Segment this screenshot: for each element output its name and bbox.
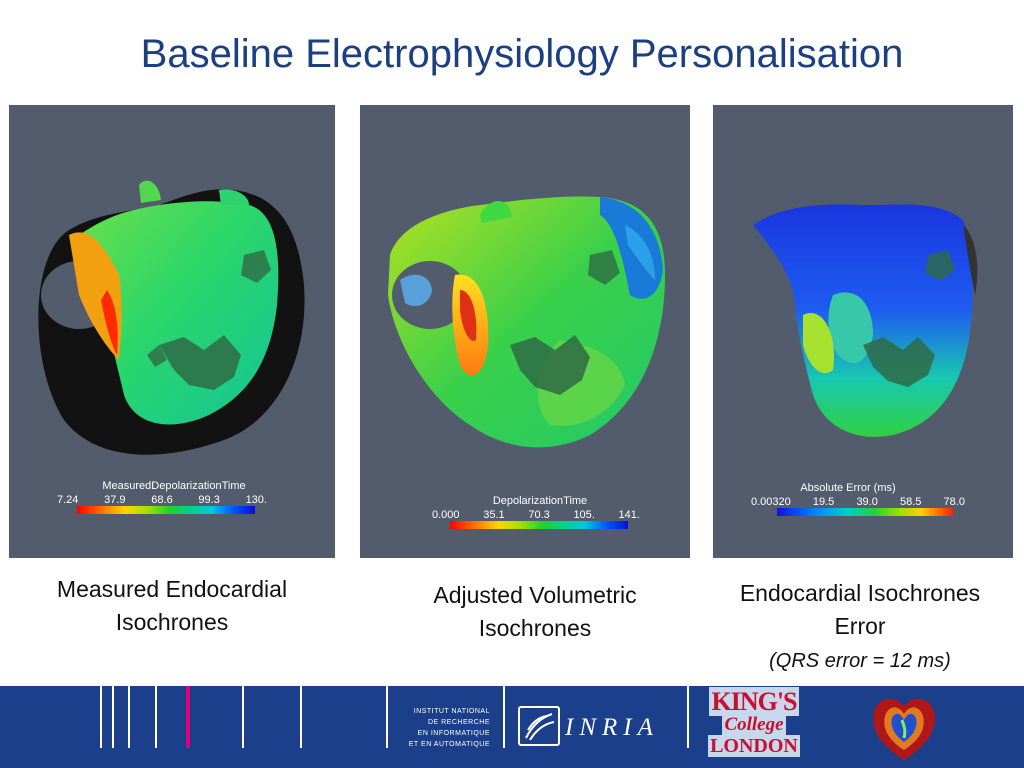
measured-heart-render [38, 180, 305, 455]
adjusted-heart-render [388, 196, 665, 448]
colorbar-tick: 130. [245, 494, 267, 506]
colorbar-tick: 19.5 [812, 496, 835, 508]
measured-isochrones-panel: MeasuredDepolarizationTime 7.24 37.9 68.… [9, 105, 335, 558]
footer-bar: INSTITUT NATIONAL DE RECHERCHE EN INFORM… [0, 686, 1024, 768]
colorbar-tick: 37.9 [104, 494, 126, 506]
institute-line: ET EN AUTOMATIQUE [408, 741, 490, 748]
institute-line: INSTITUT NATIONAL [413, 708, 490, 715]
colorbar-tick: 0.00320 [751, 496, 791, 508]
colorbar-tick: 58.5 [899, 496, 922, 508]
inria-institute-text: INSTITUT NATIONAL DE RECHERCHE EN INFORM… [398, 706, 490, 750]
caption-line: Error [834, 613, 886, 639]
decor-line [128, 686, 130, 748]
error-colorbar-title: Absolute Error (ms) [800, 482, 896, 494]
decor-line [112, 686, 114, 748]
decor-line [386, 686, 388, 748]
institute-line: DE RECHERCHE [427, 719, 490, 726]
caption-adjusted: Adjusted Volumetric Isochrones [375, 579, 695, 645]
colorbar-tick: 39.0 [856, 496, 878, 508]
error-colorbar-ticks: 0.00320 19.5 39.0 58.5 78.0 [751, 496, 965, 508]
caption-line: Endocardial Isochrones [739, 580, 981, 606]
caption-error-note: (QRS error = 12 ms) [769, 650, 951, 672]
kings-college-london-logo: KING'S College LONDON [703, 687, 805, 761]
colorbar-tick: 68.6 [151, 494, 173, 506]
inria-logo-icon [518, 706, 560, 746]
decor-line-accent [186, 686, 190, 748]
error-heart-render [753, 204, 978, 437]
colorbar-tick: 7.24 [57, 494, 79, 506]
decor-line [300, 686, 302, 748]
institute-line: EN INFORMATIQUE [417, 730, 490, 737]
caption-error: Endocardial Isochrones Error [700, 577, 1020, 643]
adjusted-colorbar [450, 521, 628, 529]
error-colorbar [777, 508, 953, 516]
decor-line [503, 686, 505, 748]
colorbar-tick: 105. [573, 509, 595, 521]
colorbar-tick: 35.1 [483, 509, 505, 521]
colorbar-tick: 141. [618, 509, 640, 521]
measured-colorbar-title: MeasuredDepolarizationTime [102, 480, 246, 492]
heart-logo-icon [873, 698, 935, 760]
kcl-line: College [722, 714, 786, 735]
adjusted-colorbar-title: DepolarizationTime [492, 495, 588, 507]
kcl-line: KING'S [709, 687, 799, 716]
caption-line: Adjusted Volumetric [433, 582, 637, 608]
inria-logo-text: INRIA [565, 714, 659, 741]
adjusted-colorbar-ticks: 0.000 35.1 70.3 105. 141. [432, 509, 640, 521]
error-isochrones-panel: Absolute Error (ms) 0.00320 19.5 39.0 58… [713, 105, 1013, 558]
adjusted-isochrones-panel: DepolarizationTime 0.000 35.1 70.3 105. … [360, 105, 690, 558]
slide-title: Baseline Electrophysiology Personalisati… [140, 32, 904, 76]
colorbar-tick: 0.000 [432, 509, 460, 521]
caption-line: Isochrones [115, 609, 229, 635]
decor-line [242, 686, 244, 748]
colorbar-tick: 78.0 [943, 496, 965, 508]
colorbar-tick: 70.3 [528, 509, 550, 521]
kcl-line: LONDON [708, 735, 800, 757]
decor-line [100, 686, 102, 748]
decor-line [687, 686, 689, 748]
colorbar-tick: 99.3 [198, 494, 220, 506]
caption-measured: Measured Endocardial Isochrones [12, 573, 332, 639]
measured-colorbar [77, 506, 255, 514]
measured-colorbar-ticks: 7.24 37.9 68.6 99.3 130. [57, 494, 267, 506]
decor-line [155, 686, 157, 748]
caption-line: Measured Endocardial [56, 576, 288, 602]
caption-line: Isochrones [478, 615, 592, 641]
